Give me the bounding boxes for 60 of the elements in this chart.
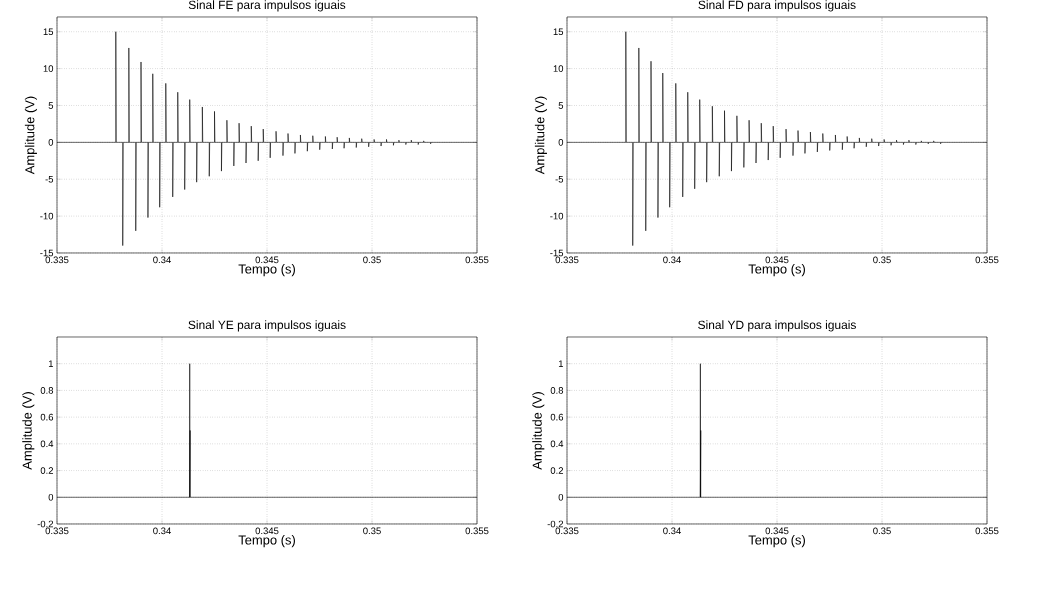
x-axis-title: Tempo (s): [238, 264, 295, 277]
y-tick-label: -0.2: [547, 520, 564, 528]
x-tick-label: 0.355: [975, 256, 999, 264]
y-tick-label: 0.2: [40, 467, 54, 474]
x-tick-label: 0.35: [873, 256, 891, 264]
x-tick-label: 0.355: [465, 256, 489, 264]
x-tick-label: 0.345: [765, 256, 789, 264]
y-tick-label: -5: [555, 175, 564, 183]
y-tick-label: 5: [48, 102, 54, 109]
chart-title: Sinal YD para impulsos iguais: [698, 320, 856, 332]
x-tick-label: 0.35: [873, 527, 891, 535]
x-tick-label: 0.34: [153, 527, 171, 535]
y-tick-label: 0: [48, 493, 54, 501]
y-tick-label: 0.8: [550, 387, 564, 394]
y-tick-label: 0: [558, 493, 564, 501]
y-tick-label: 1: [48, 360, 54, 367]
y-axis-title: Amplitude (V): [24, 96, 37, 175]
y-tick-label: -5: [45, 175, 54, 183]
y-tick-label: -10: [550, 212, 564, 220]
x-tick-label: 0.355: [465, 527, 489, 535]
x-tick-label: 0.35: [363, 256, 381, 264]
x-tick-label: 0.345: [255, 256, 279, 264]
y-tick-label: 0.4: [40, 440, 54, 448]
x-tick-label: 0.355: [975, 527, 999, 535]
y-tick-label: -15: [550, 249, 564, 257]
chart-title: Sinal FD para impulsos iguais: [698, 0, 856, 12]
x-tick-label: 0.335: [45, 527, 69, 535]
chart-title: Sinal FE para impulsos iguais: [188, 0, 346, 12]
y-tick-label: 0.6: [550, 413, 564, 421]
y-tick-label: 10: [553, 65, 564, 72]
y-tick-label: 10: [43, 65, 54, 72]
y-axis-title: Amplitude (V): [532, 392, 545, 470]
x-axis-title: Tempo (s): [748, 535, 805, 548]
x-tick-label: 0.345: [255, 527, 279, 535]
y-axis-title: Amplitude (V): [534, 96, 547, 175]
y-tick-label: 0: [48, 139, 54, 146]
x-axis-title: Tempo (s): [238, 535, 295, 548]
x-tick-label: 0.34: [663, 256, 681, 264]
x-tick-label: 0.34: [153, 256, 171, 264]
y-tick-label: 15: [43, 28, 54, 36]
y-tick-label: 0.4: [550, 440, 564, 448]
x-tick-label: 0.335: [555, 527, 579, 535]
x-tick-label: 0.335: [45, 256, 69, 264]
y-tick-label: 5: [558, 102, 564, 109]
y-axis-title: Amplitude (V): [22, 392, 35, 470]
y-tick-label: 0.6: [40, 413, 54, 421]
x-tick-label: 0.34: [663, 527, 681, 535]
y-tick-label: 15: [553, 28, 564, 36]
y-tick-label: -0.2: [37, 520, 54, 528]
y-tick-label: 0: [558, 139, 564, 146]
y-tick-label: 0.8: [40, 387, 54, 394]
x-tick-label: 0.335: [555, 256, 579, 264]
x-tick-label: 0.35: [363, 527, 381, 535]
y-tick-label: 1: [558, 360, 564, 367]
y-tick-label: -15: [40, 249, 54, 257]
x-tick-label: 0.345: [765, 527, 789, 535]
y-tick-label: 0.2: [550, 467, 564, 474]
y-tick-label: -10: [40, 212, 54, 220]
chart-title: Sinal YE para impulsos iguais: [188, 320, 346, 332]
x-axis-title: Tempo (s): [748, 264, 805, 277]
